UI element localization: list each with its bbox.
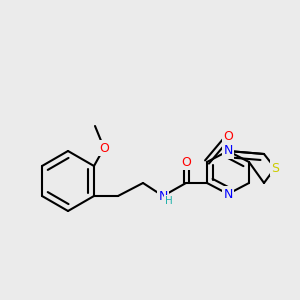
Text: N: N [223, 145, 233, 158]
Text: O: O [99, 142, 109, 154]
Text: O: O [223, 130, 233, 143]
Text: O: O [181, 155, 191, 169]
Text: N: N [223, 188, 233, 200]
Text: H: H [165, 196, 173, 206]
Text: N: N [158, 190, 168, 202]
Text: S: S [271, 161, 279, 175]
